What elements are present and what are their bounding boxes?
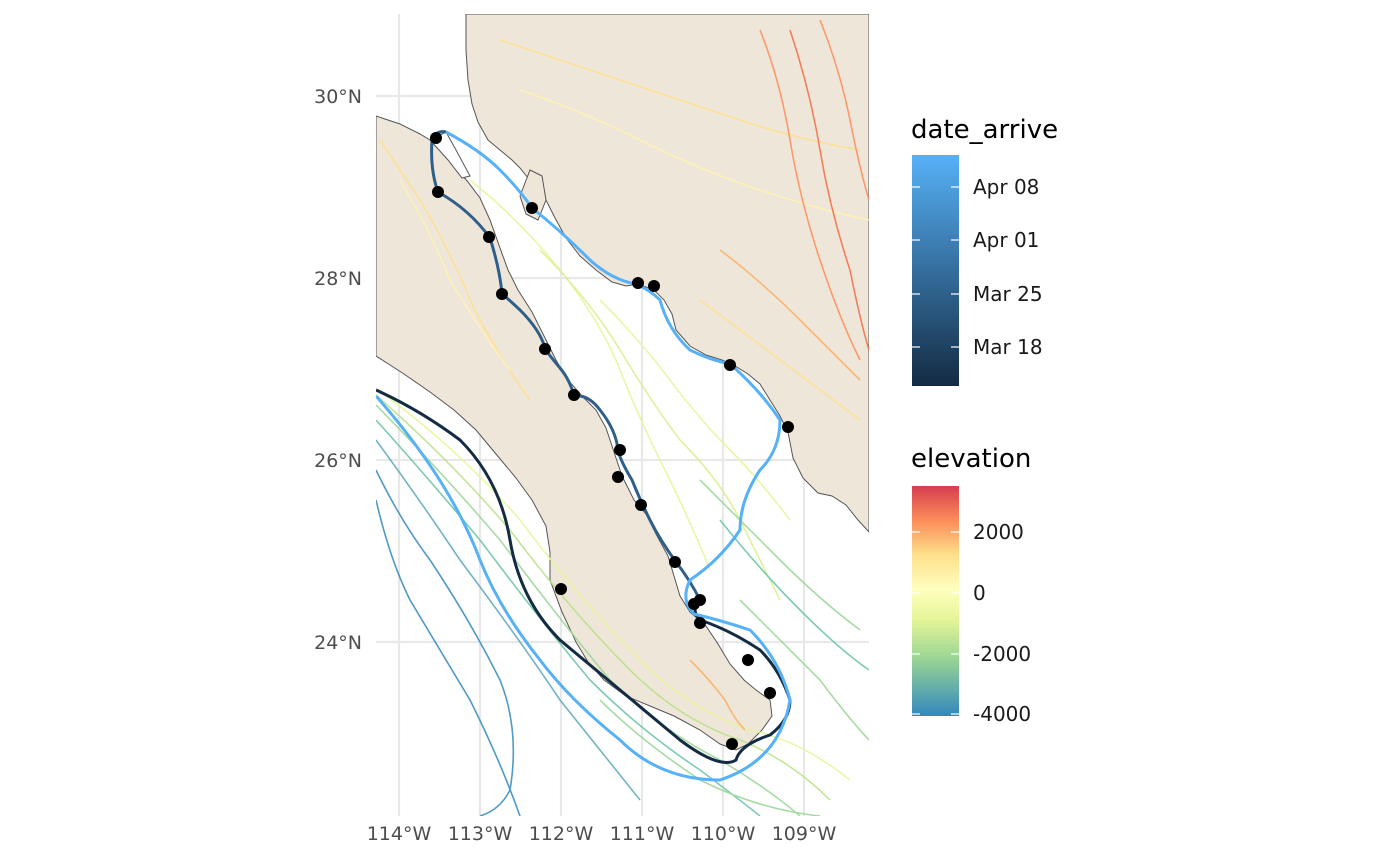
- y-tick-label: 26°N: [314, 450, 362, 472]
- legend-title: elevation: [911, 444, 1031, 474]
- colorbar-elevation: [912, 486, 959, 716]
- track-early: [376, 388, 792, 764]
- x-tick-label: 110°W: [691, 823, 756, 845]
- x-tick-label: 111°W: [610, 823, 675, 845]
- point: [724, 359, 736, 371]
- point: [726, 738, 738, 750]
- point: [632, 277, 644, 289]
- point: [526, 202, 538, 214]
- x-tick-label: 114°W: [367, 823, 432, 845]
- point: [648, 280, 660, 292]
- x-tick-label: 113°W: [448, 823, 513, 845]
- legend-date-arrive: date_arrive Apr 08 Apr 01 Mar 25 Mar 18: [911, 115, 1058, 386]
- point: [539, 343, 551, 355]
- point: [432, 186, 444, 198]
- y-tick-label: 28°N: [314, 268, 362, 290]
- point: [782, 421, 794, 433]
- point: [669, 556, 681, 568]
- legend-title: date_arrive: [911, 115, 1058, 145]
- y-tick-label: 30°N: [314, 86, 362, 108]
- point: [555, 583, 567, 595]
- legend-label: Apr 08: [973, 175, 1039, 199]
- legend-label: -2000: [973, 642, 1031, 666]
- legend-label: Apr 01: [973, 228, 1039, 252]
- colorbar-date: [912, 155, 959, 386]
- point: [764, 687, 776, 699]
- point: [635, 499, 647, 511]
- x-axis: 114°W 113°W 112°W 111°W 110°W 109°W: [367, 823, 837, 845]
- track-mid-north: [376, 130, 792, 782]
- y-tick-label: 24°N: [314, 632, 362, 654]
- legend-label: Mar 25: [973, 282, 1043, 306]
- x-tick-label: 109°W: [772, 823, 837, 845]
- point: [688, 598, 700, 610]
- baja-peninsula: [376, 115, 773, 751]
- point: [496, 288, 508, 300]
- point: [612, 471, 624, 483]
- elevation-contours: [376, 19, 869, 816]
- y-axis: 30°N 28°N 26°N 24°N: [314, 86, 362, 654]
- point: [568, 389, 580, 401]
- point: [742, 654, 754, 666]
- point: [694, 617, 706, 629]
- legend-label: 2000: [973, 520, 1024, 544]
- point: [483, 231, 495, 243]
- legend-label: Mar 18: [973, 335, 1043, 359]
- legend-label: 0: [973, 581, 986, 605]
- legend-elevation: elevation 2000 0 -2000 -4000: [911, 444, 1031, 726]
- mainland-landmass: [465, 14, 869, 533]
- x-tick-label: 112°W: [529, 823, 594, 845]
- tag-points: [430, 132, 794, 750]
- point: [614, 444, 626, 456]
- point: [430, 132, 442, 144]
- map-panel: [376, 14, 869, 816]
- legend-label: -4000: [973, 702, 1031, 726]
